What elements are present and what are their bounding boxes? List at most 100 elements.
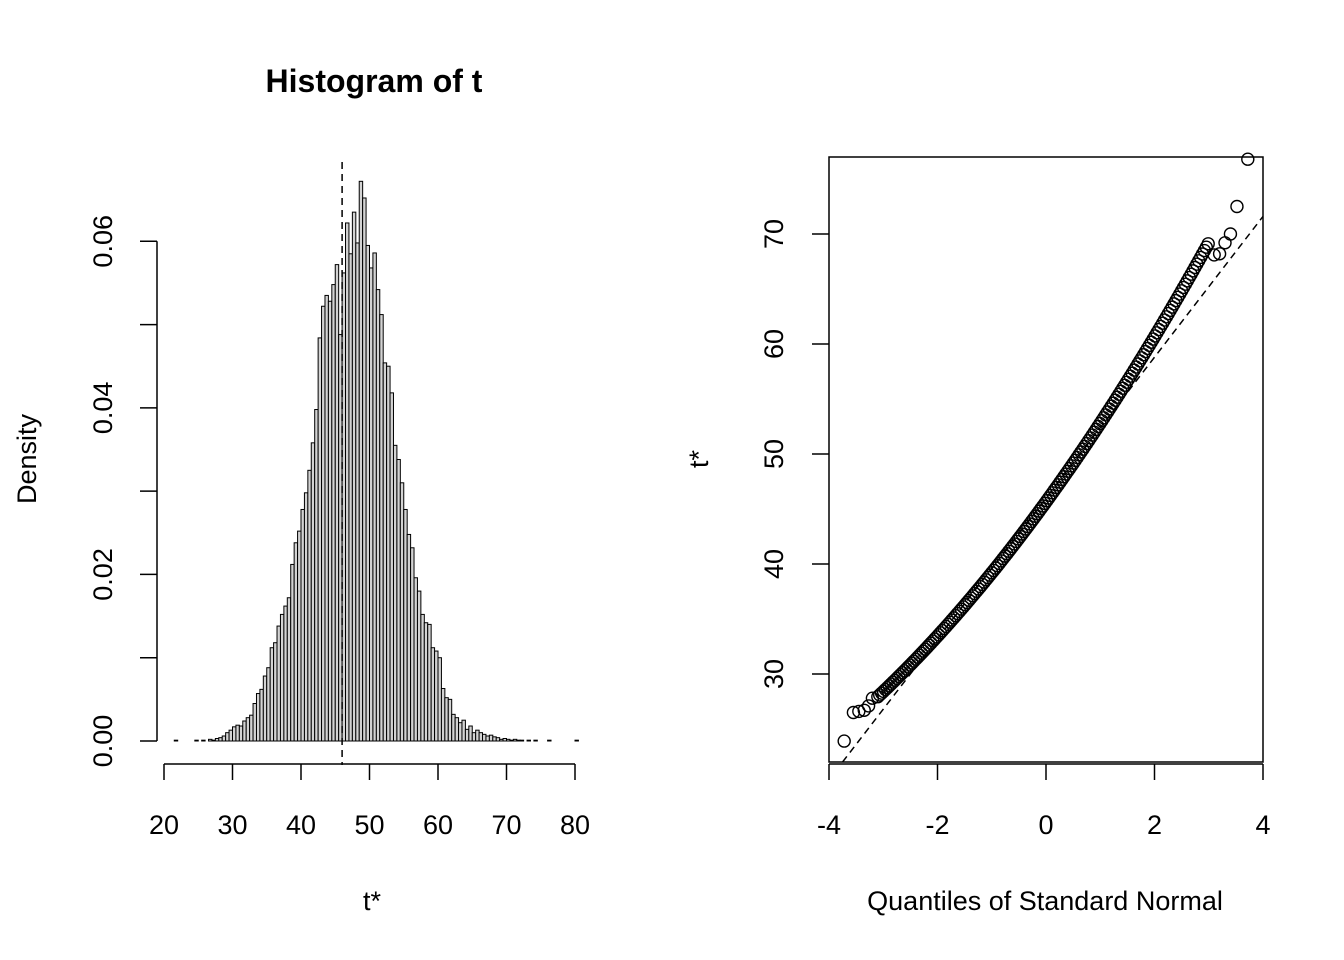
histogram-bar [478, 732, 484, 742]
qq-x-tick-label: 2 [1147, 810, 1162, 840]
histogram-bar [410, 547, 415, 742]
histogram-bar [399, 482, 405, 742]
qq-point [1154, 319, 1168, 334]
qq-point [1152, 322, 1166, 337]
histogram-bar [464, 728, 470, 742]
qq-y-label: t* [684, 450, 714, 469]
histogram-bar [372, 252, 377, 742]
histogram-y-tick-label: 0.06 [88, 215, 118, 268]
histogram-bar [454, 717, 460, 742]
qq-point [1223, 227, 1238, 241]
qq-y-tick-label: 60 [759, 329, 789, 359]
histogram-y-axis: 0.00 0.02 0.04 0.06 [88, 215, 158, 768]
qq-point [1155, 316, 1170, 330]
qq-panel: -4 -2 0 2 4 30 40 50 60 70 Quantiles of Standard… [684, 152, 1271, 916]
qq-point [1161, 306, 1176, 321]
qq-point [1212, 247, 1227, 261]
histogram-bar [238, 725, 244, 742]
histogram-y-tick-label: 0.02 [88, 548, 118, 601]
histogram-bar [574, 739, 579, 742]
histogram-bar [211, 739, 216, 742]
histogram-bar [416, 590, 422, 742]
qq-point [1171, 290, 1185, 305]
histogram-bar [232, 726, 237, 742]
histogram-bar [434, 650, 439, 742]
histogram-bar [218, 737, 223, 742]
histogram-bar [382, 362, 388, 742]
qq-point [1173, 287, 1187, 301]
histogram-bar [331, 284, 336, 742]
histogram-bar [201, 739, 206, 742]
histogram-bar [297, 530, 302, 742]
qq-y-axis: 30 40 50 60 70 [759, 219, 829, 689]
qq-point [857, 703, 871, 717]
qq-point [865, 691, 880, 705]
histogram-bar [317, 337, 323, 742]
histogram-bar [547, 739, 552, 742]
histogram-bar [502, 738, 508, 742]
histogram-bar [512, 738, 518, 742]
histogram-bar [365, 244, 371, 742]
histogram-bar [499, 738, 504, 742]
histogram-bar [348, 253, 353, 742]
qq-point [1201, 237, 1215, 251]
histogram-bar [303, 492, 309, 742]
histogram-bar [406, 533, 412, 742]
histogram-bar [307, 469, 312, 742]
qq-plot-box [828, 156, 1264, 763]
histogram-bar [475, 729, 480, 742]
histogram-x-tick-label: 40 [286, 810, 316, 840]
histogram-bar [488, 734, 494, 742]
qq-y-tick-label: 70 [759, 219, 789, 249]
histogram-bar [221, 735, 227, 742]
histogram-bar [225, 732, 230, 742]
qq-x-tick-label: -2 [925, 810, 949, 840]
qq-x-tick-label: 0 [1038, 810, 1053, 840]
histogram-bar [228, 729, 234, 742]
qq-y-tick-label: 40 [759, 549, 789, 579]
histogram-bar [506, 738, 511, 742]
histogram-bar [396, 458, 401, 742]
qq-points [837, 152, 1255, 748]
histogram-bar [358, 180, 364, 742]
histogram-bar [427, 623, 432, 742]
qq-point [1230, 199, 1244, 214]
histogram-bar [235, 724, 240, 742]
qq-x-tick-label: 4 [1255, 810, 1270, 840]
qq-point [837, 734, 851, 748]
histogram-bar [516, 739, 521, 742]
histogram-bar [403, 508, 408, 742]
histogram-bar [492, 736, 497, 742]
histogram-bars [173, 180, 579, 742]
histogram-bar [314, 409, 319, 742]
histogram-x-tick-label: 30 [217, 810, 247, 840]
qq-point [861, 699, 876, 713]
histogram-bar [259, 688, 264, 742]
histogram-bar [482, 733, 487, 742]
histogram-bar [526, 739, 531, 742]
histogram-bar [293, 542, 299, 742]
histogram-bar [495, 737, 501, 742]
qq-point [1182, 270, 1196, 285]
histogram-panel: Histogram of t 20 30 40 50 60 70 80 0.000.020.… [12, 63, 590, 916]
histogram-bar [430, 647, 436, 742]
histogram-bar [509, 739, 514, 742]
histogram-bar [255, 693, 261, 742]
histogram-bar [266, 667, 271, 742]
histogram-title: Histogram of t [266, 63, 483, 99]
histogram-bar [269, 647, 275, 742]
histogram-bar [519, 739, 525, 742]
histogram-bar [321, 305, 326, 742]
histogram-bar [214, 738, 220, 742]
histogram-bar [345, 222, 350, 742]
histogram-y-label: Density [12, 413, 42, 504]
qq-point [1241, 152, 1255, 166]
histogram-bar [375, 289, 381, 742]
histogram-y-tick-label: 0.00 [88, 715, 118, 768]
histogram-bar [290, 563, 295, 742]
histogram-x-tick-label: 50 [354, 810, 384, 840]
histogram-bar [362, 197, 367, 742]
qq-point [1174, 284, 1189, 298]
histogram-bar [458, 722, 463, 742]
